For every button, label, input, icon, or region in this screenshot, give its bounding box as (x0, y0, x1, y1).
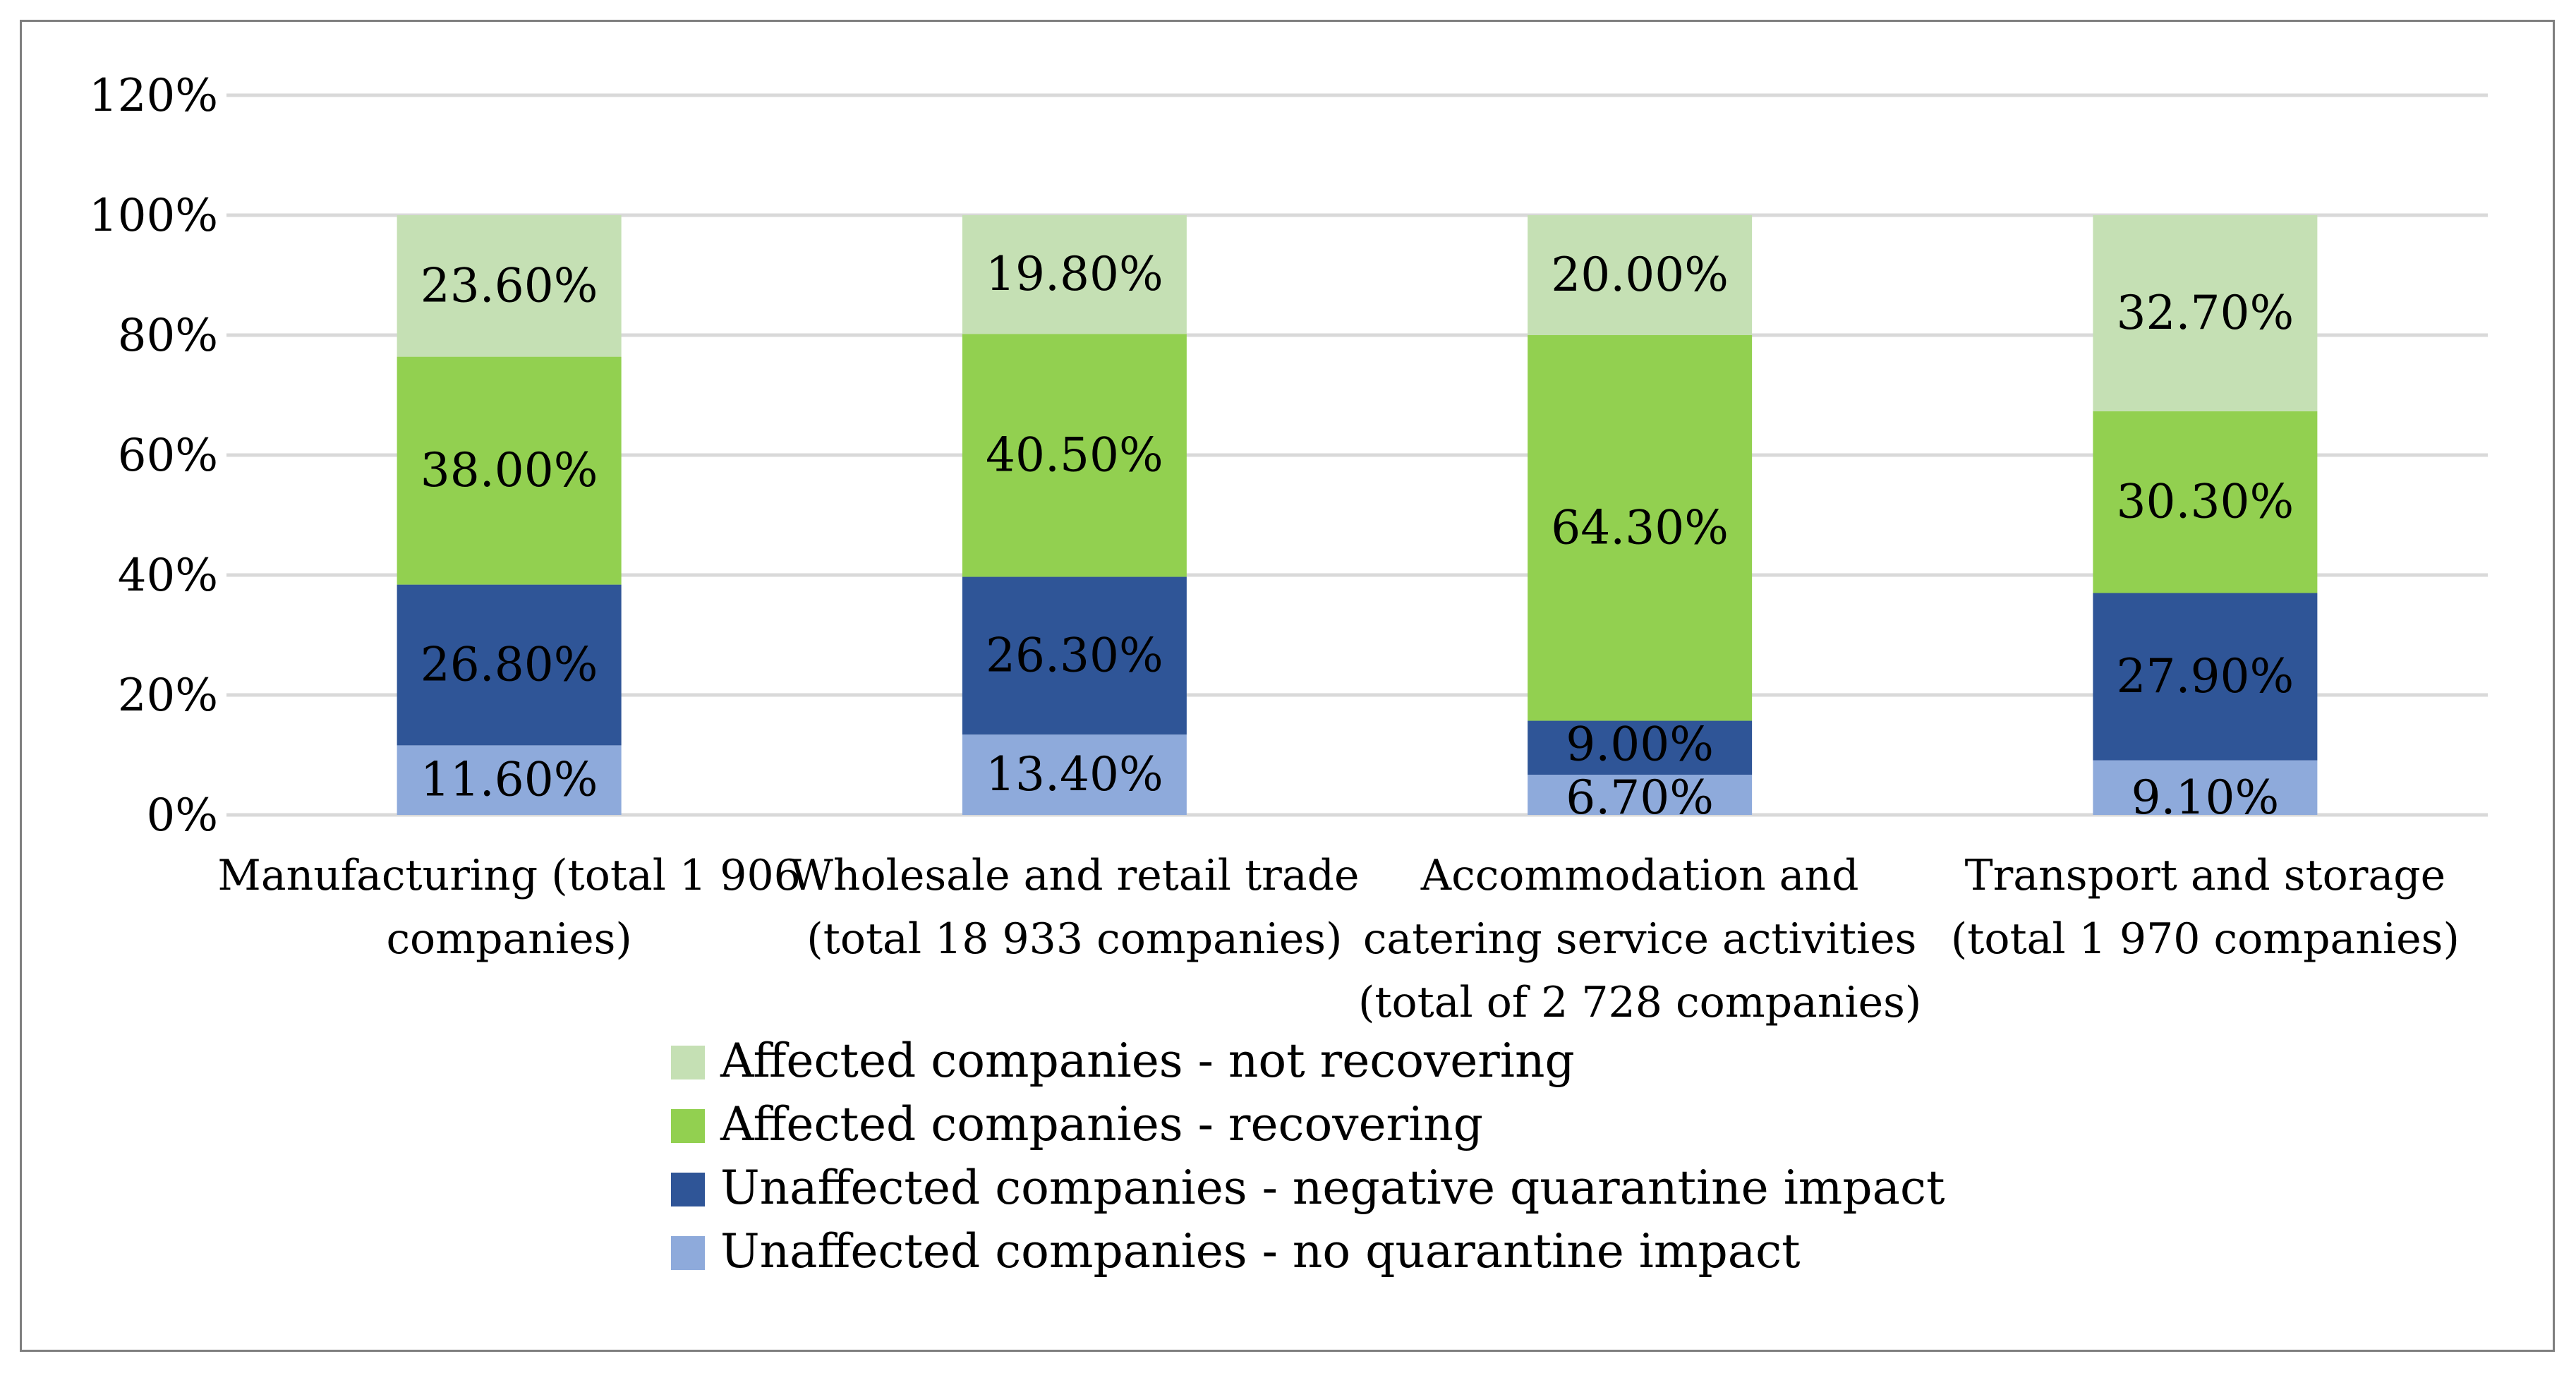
y-tick-label: 80% (118, 310, 218, 362)
bar-segment (1528, 720, 1753, 775)
category-labels: Manufacturing (total 1 906 companies) Whol… (217, 851, 2459, 1027)
data-label: 26.30% (986, 628, 1163, 682)
category-label: companies) (386, 914, 631, 964)
bars (397, 215, 2318, 815)
data-label: 27.90% (2117, 649, 2294, 703)
data-label: 38.00% (421, 443, 598, 497)
bar-segment (397, 215, 622, 357)
category-label: catering service activities (1363, 914, 1917, 964)
bar-segment (2093, 593, 2318, 761)
data-label: 32.70% (2117, 286, 2294, 340)
bar-segment (962, 734, 1187, 815)
legend-label: Affected companies - not recovering (720, 1034, 1575, 1088)
bar-segment (962, 215, 1187, 334)
y-tick-label: 120% (89, 70, 218, 122)
category-label: Wholesale and retail trade (790, 851, 1359, 900)
legend-swatch (671, 1046, 705, 1079)
legend-label: Affected companies - recovering (720, 1097, 1483, 1151)
data-label: 30.30% (2117, 475, 2294, 529)
data-labels: 11.60% 26.80% 38.00% 23.60% 13.40% 26.30% 40.5… (421, 247, 2294, 825)
data-label: 9.00% (1566, 718, 1714, 772)
data-label: 6.70% (1566, 770, 1714, 825)
y-tick-label: 40% (118, 550, 218, 602)
y-tick-label: 20% (118, 670, 218, 722)
category-label: (total 18 933 companies) (806, 914, 1342, 964)
bar-segment (397, 356, 622, 585)
bar-segment (2093, 760, 2318, 815)
bar-segment (1528, 335, 1753, 721)
data-label: 40.50% (986, 428, 1163, 482)
bar-segment (397, 584, 622, 746)
chart-frame: 0% 20% 40% 60% 80% 100% 120% 11.60% 26.80% 38.00… (20, 20, 2555, 1352)
data-label: 26.80% (421, 638, 598, 692)
legend-swatch (671, 1236, 705, 1270)
data-label: 9.10% (2131, 770, 2280, 825)
category-label: Transport and storage (1965, 851, 2446, 900)
legend-label: Unaffected companies - negative quaranti… (720, 1161, 1945, 1215)
category-label: Manufacturing (total 1 906 (217, 851, 800, 900)
bar-segment (1528, 775, 1753, 815)
y-axis-ticks: 0% 20% 40% 60% 80% 100% 120% (89, 70, 218, 842)
bar-segment (962, 576, 1187, 735)
stacked-bar-chart: 0% 20% 40% 60% 80% 100% 120% 11.60% 26.80% 38.00… (89, 70, 2488, 1278)
data-label: 11.60% (421, 753, 598, 807)
y-tick-label: 100% (89, 190, 218, 242)
bar-segment (397, 745, 622, 815)
category-label: (total of 2 728 companies) (1358, 978, 1921, 1027)
data-label: 23.60% (421, 258, 598, 313)
data-label: 20.00% (1551, 248, 1729, 302)
bar-segment (2093, 215, 2318, 411)
category-label: (total 1 970 companies) (1951, 914, 2460, 964)
category-label: Accommodation and (1420, 851, 1859, 900)
data-label: 13.40% (986, 747, 1163, 802)
bar-segment (2093, 411, 2318, 593)
legend-swatch (671, 1109, 705, 1143)
legend-swatch (671, 1173, 705, 1206)
data-label: 64.30% (1551, 500, 1729, 555)
bar-segment (962, 334, 1187, 577)
y-tick-label: 0% (146, 790, 218, 842)
y-tick-label: 60% (118, 430, 218, 482)
legend: Affected companies - not recovering Affec… (671, 1034, 1945, 1278)
bar-segment (1528, 215, 1753, 335)
legend-label: Unaffected companies - no quarantine imp… (720, 1224, 1801, 1278)
data-label: 19.80% (986, 247, 1163, 301)
